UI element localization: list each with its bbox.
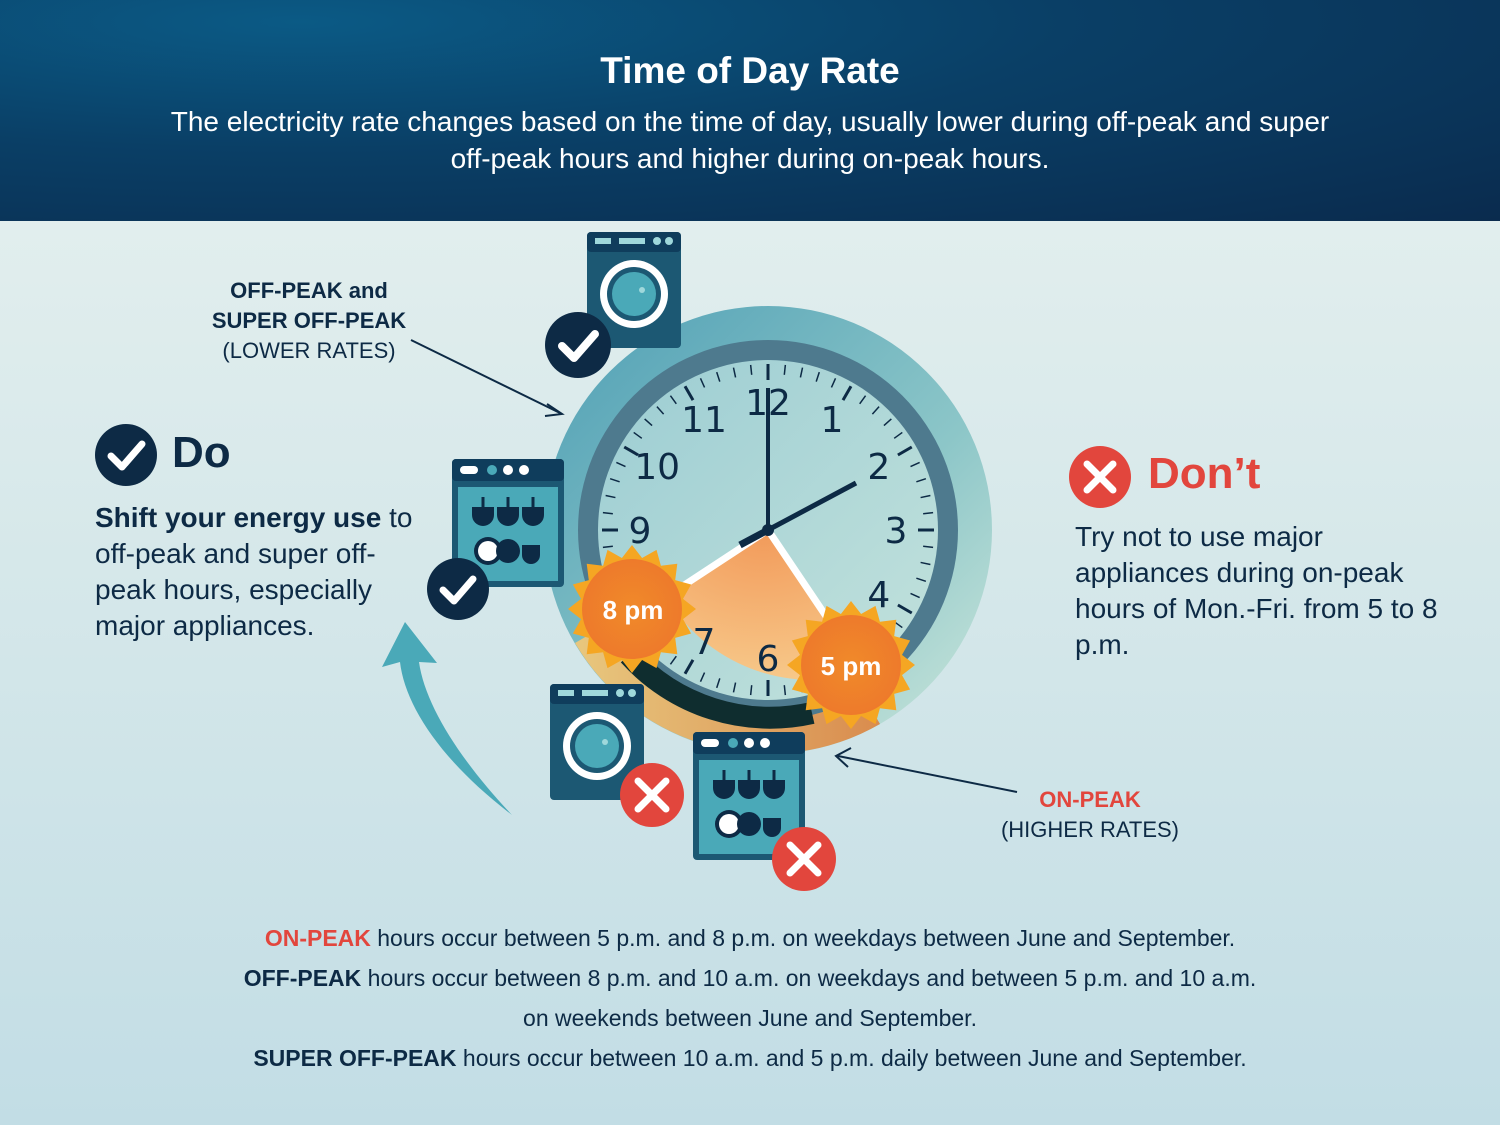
clock-numeral-3: 3 [885, 511, 908, 552]
clock-tick [669, 655, 677, 665]
clock-tick [883, 418, 892, 427]
clock-tick [656, 406, 665, 415]
clock-tick [732, 367, 737, 378]
curved-arrow-icon [382, 622, 512, 815]
clock-tick [916, 577, 927, 583]
clock-tick [715, 678, 721, 689]
footnote-super-text: hours occur between 10 a.m. and 5 p.m. d… [456, 1045, 1247, 1071]
sun-label-5pm: 5 pm [821, 651, 882, 681]
footnote-off-peak-cont: on weekends between June and September. [523, 1005, 977, 1031]
clock-tick [920, 494, 931, 499]
sun-icon: 5 pm [787, 601, 915, 729]
footnote-on-peak: ON-PEAK hours occur between 5 p.m. and 8… [100, 918, 1400, 958]
on-peak-arc [620, 647, 815, 729]
clock-tick [644, 418, 653, 427]
clock-tick [923, 511, 934, 515]
clock-tick [783, 364, 787, 375]
do-text-rest: to off-peak and super off-peak hours, es… [95, 502, 413, 641]
header-banner: Time of Day Rate The electricity rate ch… [0, 0, 1500, 221]
check-circle-icon [545, 312, 611, 378]
footnote-on-peak-term: ON-PEAK [264, 925, 371, 951]
clock-tick [783, 685, 787, 696]
offpeak-callout-line2: SUPER OFF-PEAK [211, 308, 407, 333]
clock-tick [749, 685, 753, 696]
clock-tick [799, 367, 804, 378]
clock-tick [699, 378, 706, 388]
clock-tick [841, 385, 853, 401]
clock-numeral-9: 9 [629, 511, 652, 552]
clock-tick [749, 364, 753, 375]
clock-tick [616, 461, 626, 468]
onpeak-callout-line2: (HIGHER RATES) [1000, 817, 1180, 842]
hour-hand [766, 480, 858, 533]
check-circle-icon [427, 558, 489, 620]
clock-tick [923, 545, 934, 549]
clock-tick [683, 659, 695, 675]
offpeak-callout-line3: (LOWER RATES) [222, 338, 396, 363]
clock-tick [815, 371, 821, 382]
onpeak-pointer-arrow [834, 747, 1018, 793]
clock-numeral-4: 4 [867, 575, 890, 616]
washing-machine-icon [587, 232, 681, 348]
do-text: Shift your energy use to off-peak and su… [95, 500, 415, 644]
clock-tick [859, 395, 867, 405]
clock-tick [910, 461, 920, 468]
dont-heading: Don’t [1148, 449, 1261, 498]
clock-tick [910, 592, 920, 599]
clock-tick [623, 445, 639, 457]
clock-tick [871, 406, 880, 415]
footnote-super-term: SUPER OFF-PEAK [253, 1045, 457, 1071]
footnotes: ON-PEAK hours occur between 5 p.m. and 8… [100, 918, 1400, 1078]
footnote-on-peak-text: hours occur between 5 p.m. and 8 p.m. on… [370, 925, 1236, 951]
clock-tick [916, 477, 927, 483]
clock-tick [669, 395, 677, 405]
check-circle-icon [95, 424, 157, 486]
footnote-off-peak: OFF-PEAK hours occur between 8 p.m. and … [100, 958, 1400, 998]
footnote-off-peak-text-1: hours occur between 8 p.m. and 10 a.m. o… [361, 965, 1257, 991]
washing-machine-icon [550, 684, 644, 800]
clock-numeral-11: 11 [681, 400, 727, 441]
dishwasher-icon [452, 459, 564, 587]
onpeak-callout-line1: ON-PEAK [1039, 787, 1141, 812]
clock-center [762, 524, 774, 536]
clock-tick [920, 561, 931, 566]
footnote-super-off-peak: SUPER OFF-PEAK hours occur between 10 a.… [100, 1038, 1400, 1078]
clock-tick [893, 431, 903, 439]
clock-tick [605, 494, 616, 499]
clock-tick [830, 378, 837, 388]
clock-numeral-2: 2 [867, 447, 890, 488]
x-circle-icon [620, 763, 684, 827]
x-circle-icon [772, 827, 836, 891]
page-subtitle: The electricity rate changes based on th… [170, 106, 1330, 174]
clock-tick [715, 371, 721, 382]
dont-text: Try not to use major appliances during o… [1075, 521, 1438, 660]
footnote-off-peak-term: OFF-PEAK [243, 965, 362, 991]
clock-tick [602, 545, 613, 549]
sun-icon: 8 pm [568, 545, 696, 673]
clock-tick [732, 682, 737, 693]
offpeak-callout-line1: OFF-PEAK and [230, 278, 388, 303]
clock-tick [683, 385, 695, 401]
x-circle-icon [1069, 446, 1131, 508]
clock-tick [897, 603, 913, 615]
clock-numeral-6: 6 [757, 639, 780, 680]
clock-tick [602, 511, 613, 515]
do-text-bold: Shift your energy use [95, 502, 382, 533]
clock-tick [897, 445, 913, 457]
sun-label-8pm: 8 pm [603, 595, 664, 625]
clock-tick [609, 477, 620, 483]
do-heading: Do [172, 428, 231, 477]
clock-numeral-1: 1 [821, 400, 844, 441]
clock-numeral-7: 7 [693, 622, 716, 663]
page-title: Time of Day Rate [600, 50, 900, 91]
clock-tick [699, 672, 706, 682]
offpeak-pointer-arrow [410, 339, 565, 417]
clock-tick [633, 431, 643, 439]
clock-numeral-10: 10 [634, 447, 680, 488]
offpeak-callout: OFF-PEAK and SUPER OFF-PEAK (LOWER RATES… [196, 276, 422, 366]
onpeak-callout: ON-PEAK (HIGHER RATES) [990, 785, 1190, 845]
